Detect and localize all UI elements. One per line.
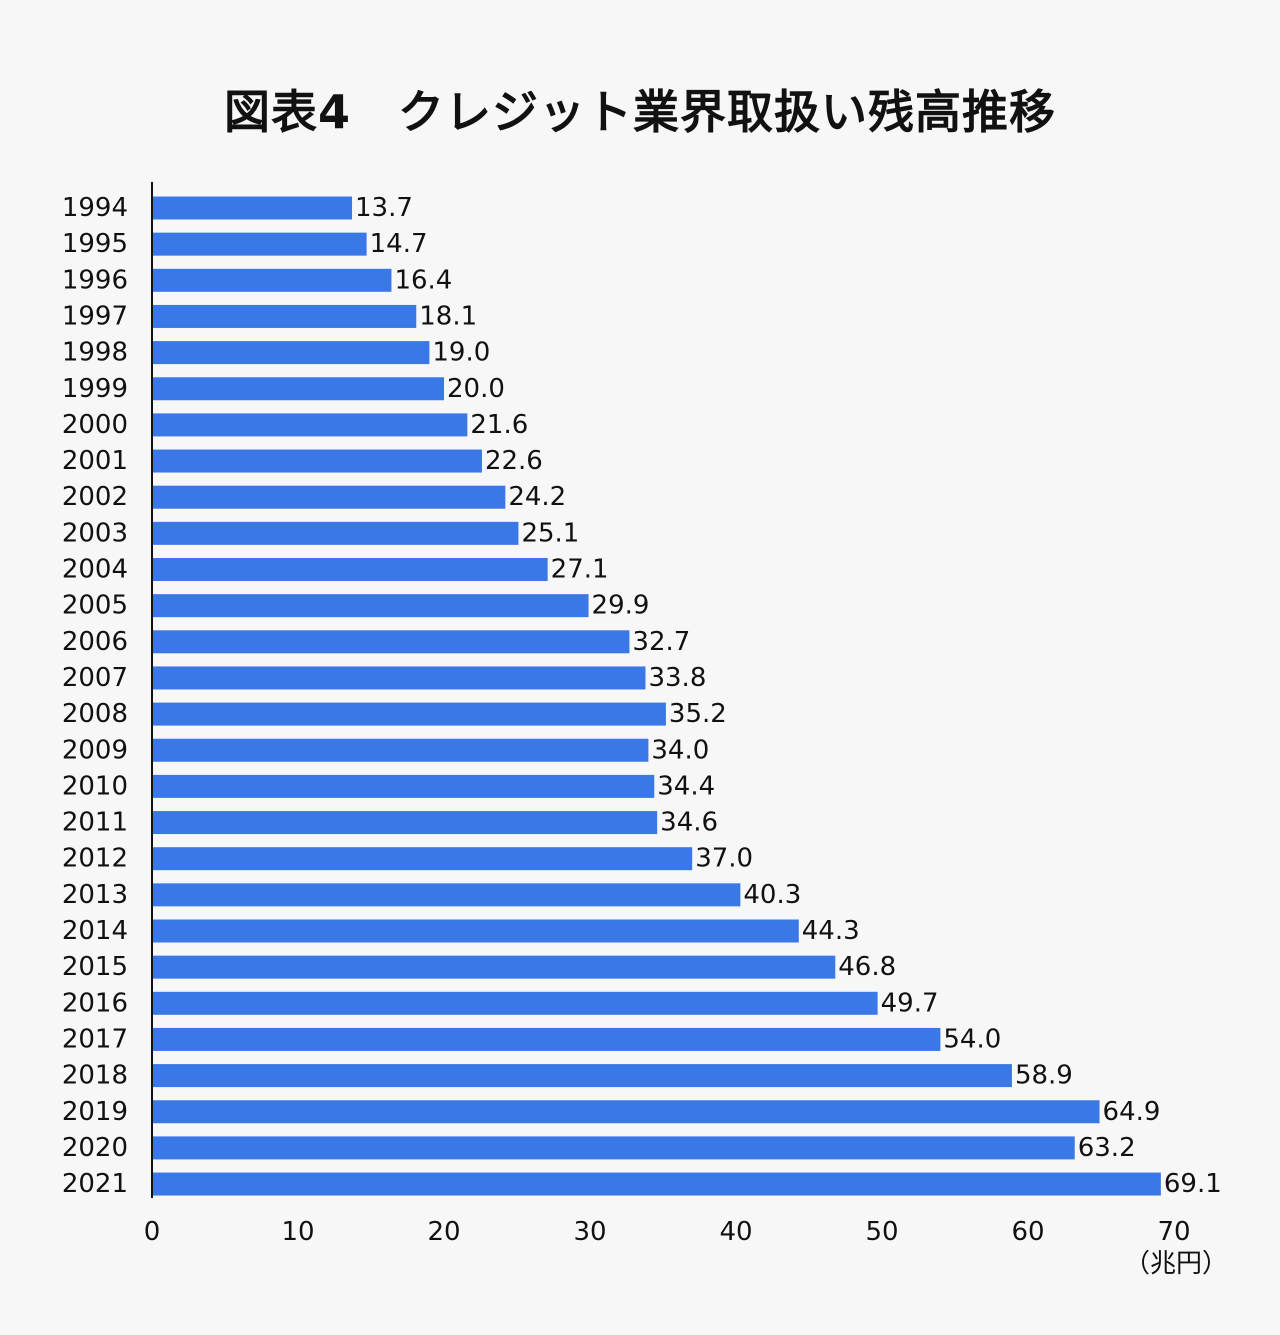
value-label: 46.8 [838, 952, 896, 982]
value-label: 25.1 [521, 518, 579, 548]
value-label: 54.0 [943, 1024, 1001, 1054]
category-label: 2007 [62, 663, 128, 693]
bar [152, 1172, 1161, 1196]
bar [152, 1064, 1012, 1088]
bar [152, 847, 693, 871]
value-label: 35.2 [669, 699, 727, 729]
value-label: 40.3 [743, 880, 801, 910]
bar [152, 558, 548, 581]
category-label: 2016 [62, 988, 128, 1018]
category-label: 2020 [62, 1133, 128, 1163]
category-label: 1999 [62, 374, 128, 404]
bar [152, 738, 649, 762]
bar [152, 666, 646, 690]
value-label: 22.6 [485, 446, 543, 476]
value-label: 69.1 [1164, 1169, 1222, 1199]
category-label: 2000 [62, 410, 128, 440]
value-label: 18.1 [419, 301, 477, 331]
category-label: 2009 [62, 735, 128, 765]
value-label: 63.2 [1078, 1133, 1136, 1163]
category-label: 2004 [62, 555, 128, 585]
bar [152, 196, 353, 220]
value-label: 33.8 [648, 663, 706, 693]
category-label: 2008 [62, 699, 128, 729]
x-tick-label: 30 [573, 1217, 606, 1247]
chart-title: 図表4 クレジット業界取扱い残高推移 [223, 85, 1056, 139]
category-label: 2012 [62, 844, 128, 874]
bar [152, 1027, 941, 1051]
bar [152, 521, 519, 545]
value-label: 58.9 [1015, 1061, 1073, 1091]
bar [152, 991, 878, 1015]
category-label: 1996 [62, 265, 128, 295]
x-tick-label: 20 [427, 1217, 460, 1247]
category-label: 2013 [62, 880, 128, 910]
category-label: 1998 [62, 338, 128, 368]
x-tick-label: 50 [865, 1217, 898, 1247]
bar [152, 449, 482, 473]
value-label: 34.4 [657, 771, 715, 801]
value-label: 37.0 [695, 844, 753, 874]
bar [152, 594, 589, 618]
value-label: 16.4 [394, 265, 452, 295]
bar [152, 232, 367, 256]
x-tick-label: 40 [719, 1217, 752, 1247]
value-label: 27.1 [551, 555, 609, 585]
x-tick-label: 10 [281, 1217, 314, 1247]
bar [152, 1136, 1075, 1160]
value-label: 34.0 [651, 735, 709, 765]
bar [152, 377, 444, 401]
value-label: 13.7 [355, 193, 413, 223]
category-label: 2021 [62, 1169, 128, 1199]
bar [152, 268, 392, 292]
value-label: 19.0 [432, 338, 490, 368]
bar [152, 341, 430, 365]
value-label: 20.0 [447, 374, 505, 404]
bar [152, 955, 836, 979]
category-label: 2006 [62, 627, 128, 657]
category-label: 1997 [62, 301, 128, 331]
value-label: 24.2 [508, 482, 566, 512]
bar [152, 883, 741, 907]
bar [152, 919, 799, 943]
category-label: 2005 [62, 591, 128, 621]
category-label: 2003 [62, 518, 128, 548]
category-label: 2014 [62, 916, 128, 946]
bar [152, 1100, 1100, 1124]
category-label: 1995 [62, 229, 128, 259]
bar [152, 811, 658, 835]
bar [152, 485, 506, 509]
category-label: 2001 [62, 446, 128, 476]
bar [152, 630, 630, 654]
category-label: 2019 [62, 1097, 128, 1127]
unit-label: （兆円） [1124, 1249, 1228, 1279]
value-label: 49.7 [881, 988, 939, 1018]
value-label: 29.9 [592, 591, 650, 621]
value-label: 34.6 [660, 808, 718, 838]
bar [152, 774, 655, 798]
bar [152, 702, 666, 726]
category-label: 2010 [62, 771, 128, 801]
bar [152, 413, 468, 437]
category-label: 2015 [62, 952, 128, 982]
value-label: 44.3 [802, 916, 860, 946]
x-tick-label: 0 [144, 1217, 161, 1247]
category-label: 1994 [62, 193, 128, 223]
x-tick-label: 60 [1011, 1217, 1044, 1247]
category-label: 2002 [62, 482, 128, 512]
category-label: 2017 [62, 1024, 128, 1054]
value-label: 64.9 [1103, 1097, 1161, 1127]
value-label: 14.7 [370, 229, 428, 259]
category-label: 2011 [62, 808, 128, 838]
bar [152, 304, 417, 328]
category-label: 2018 [62, 1061, 128, 1091]
x-tick-label: 70 [1157, 1217, 1190, 1247]
value-label: 32.7 [632, 627, 690, 657]
value-label: 21.6 [470, 410, 528, 440]
